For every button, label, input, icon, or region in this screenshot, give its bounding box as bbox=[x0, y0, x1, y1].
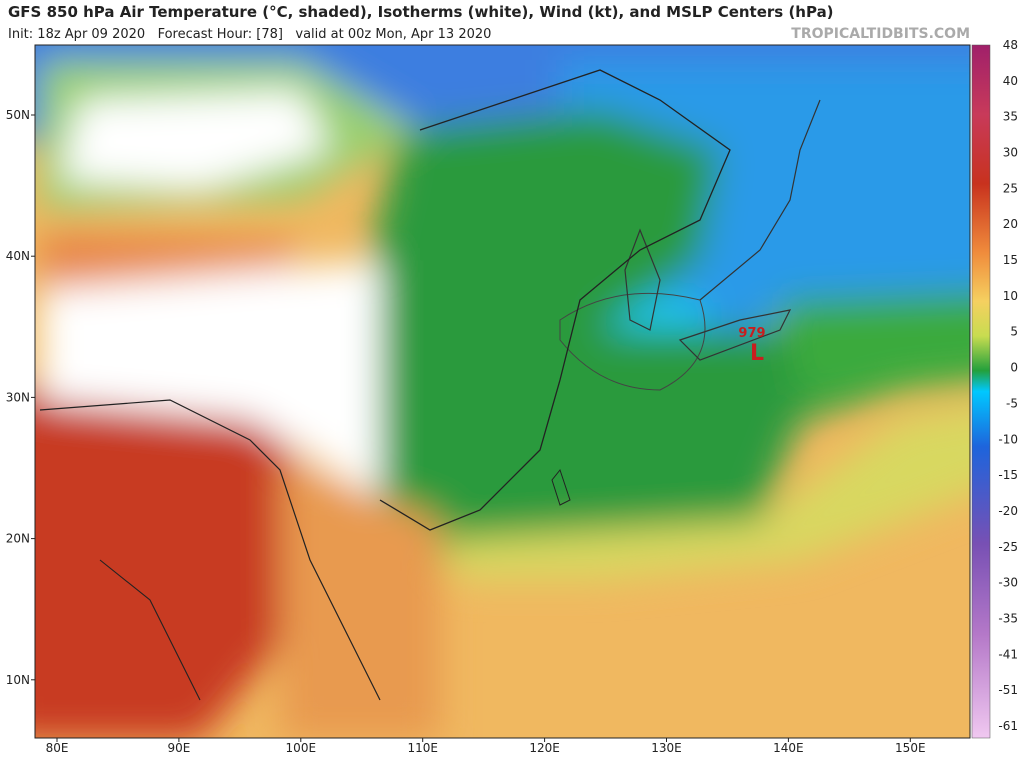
lon-label: 120E bbox=[529, 741, 560, 755]
colorbar-label: -61 bbox=[998, 719, 1018, 733]
colorbar-label: -10 bbox=[998, 432, 1018, 446]
colorbar-label: -35 bbox=[998, 611, 1018, 625]
colorbar-label: 5 bbox=[1010, 325, 1018, 339]
colorbar-label: 40 bbox=[1003, 74, 1018, 88]
colorbar bbox=[971, 44, 991, 739]
colorbar-label: 20 bbox=[1003, 217, 1018, 231]
temperature-field bbox=[35, 45, 970, 738]
map-frame bbox=[34, 44, 971, 739]
subtitle: Init: 18z Apr 09 2020 Forecast Hour: [78… bbox=[8, 27, 491, 42]
colorbar-label: 35 bbox=[1003, 110, 1018, 124]
colorbar-label: 15 bbox=[1003, 253, 1018, 267]
lon-label: 80E bbox=[46, 741, 69, 755]
colorbar-label: 48 bbox=[1003, 38, 1018, 52]
lat-label: 50N bbox=[6, 108, 30, 122]
lat-label: 30N bbox=[6, 390, 30, 404]
lat-label: 10N bbox=[6, 673, 30, 687]
colorbar-label: 10 bbox=[1003, 289, 1018, 303]
lon-label: 150E bbox=[895, 741, 926, 755]
colorbar-label: -25 bbox=[998, 540, 1018, 554]
lon-label: 110E bbox=[407, 741, 438, 755]
watermark: TROPICALTIDBITS.COM bbox=[791, 26, 970, 42]
colorbar-label: 0 bbox=[1010, 361, 1018, 375]
lat-label: 20N bbox=[6, 532, 30, 546]
colorbar-label: 25 bbox=[1003, 181, 1018, 195]
colorbar-label: -30 bbox=[998, 576, 1018, 590]
title: GFS 850 hPa Air Temperature (°C, shaded)… bbox=[8, 3, 834, 21]
lon-label: 100E bbox=[286, 741, 317, 755]
colorbar-label: -15 bbox=[998, 468, 1018, 482]
lat-label: 40N bbox=[6, 249, 30, 263]
lon-label: 130E bbox=[651, 741, 682, 755]
low-pressure: 979 bbox=[738, 326, 765, 341]
lon-label: 140E bbox=[773, 741, 804, 755]
lon-label: 90E bbox=[167, 741, 190, 755]
colorbar-label: 30 bbox=[1003, 146, 1018, 160]
colorbar-label: -41 bbox=[998, 647, 1018, 661]
colorbar-label: -20 bbox=[998, 504, 1018, 518]
colorbar-label: -51 bbox=[998, 683, 1018, 697]
colorbar-label: -5 bbox=[1006, 396, 1018, 410]
low-symbol: L bbox=[750, 341, 764, 366]
